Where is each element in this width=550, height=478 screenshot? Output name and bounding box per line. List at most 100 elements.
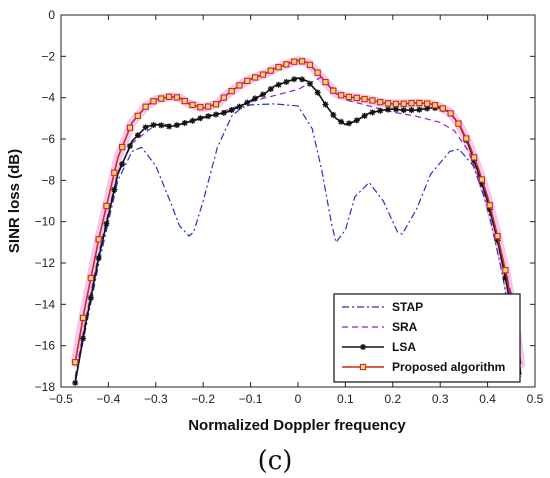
axes-layer: −0.5 −0.4 −0.3 −0.2 −0.1 0 0.1 0.2 0.3 0.4 0.5 −18 −… bbox=[35, 8, 544, 406]
marker-proposed-algorithm bbox=[416, 99, 423, 107]
marker-proposed-algorithm bbox=[87, 274, 95, 282]
marker-lsa bbox=[392, 106, 399, 113]
marker-lsa bbox=[126, 143, 133, 150]
marker-proposed-algorithm bbox=[79, 314, 87, 322]
y-tick-label: −8 bbox=[41, 173, 55, 187]
marker-lsa bbox=[111, 186, 118, 193]
y-tick-label: 0 bbox=[48, 8, 55, 22]
marker-lsa bbox=[173, 122, 180, 129]
marker-proposed-algorithm bbox=[455, 120, 462, 127]
marker-lsa bbox=[416, 106, 423, 113]
marker-proposed-algorithm bbox=[463, 135, 470, 142]
marker-proposed-algorithm bbox=[259, 71, 267, 78]
marker-proposed-algorithm bbox=[306, 61, 313, 69]
marker-proposed-algorithm bbox=[330, 87, 337, 94]
marker-lsa bbox=[385, 106, 392, 113]
legend-label: STAP bbox=[392, 300, 423, 314]
marker-lsa bbox=[408, 107, 415, 114]
marker-lsa bbox=[197, 115, 204, 122]
marker-lsa bbox=[424, 105, 431, 112]
x-tick-label: −0.2 bbox=[191, 392, 215, 406]
marker-lsa bbox=[205, 113, 212, 120]
legend-label: SRA bbox=[392, 320, 418, 334]
legend-label: LSA bbox=[392, 340, 416, 354]
legend-entry-lsa: LSA bbox=[342, 340, 416, 354]
plot-layer bbox=[70, 55, 526, 386]
marker-proposed-algorithm bbox=[142, 103, 149, 110]
legend-marker bbox=[360, 344, 366, 350]
marker-proposed-algorithm bbox=[361, 95, 368, 103]
marker-lsa bbox=[134, 132, 141, 139]
marker-proposed-algorithm bbox=[158, 95, 165, 102]
x-tick-label: 0.5 bbox=[527, 392, 544, 406]
marker-lsa bbox=[119, 161, 126, 168]
marker-proposed-algorithm bbox=[447, 110, 454, 117]
series-proposed-algorithm bbox=[72, 58, 522, 366]
marker-lsa bbox=[189, 117, 196, 124]
marker-lsa bbox=[87, 294, 94, 301]
marker-lsa bbox=[236, 103, 243, 110]
marker-lsa bbox=[80, 335, 87, 342]
marker-lsa bbox=[103, 220, 110, 227]
y-tick-label: −18 bbox=[35, 380, 56, 394]
marker-proposed-algorithm bbox=[236, 82, 243, 89]
marker-proposed-algorithm bbox=[486, 202, 493, 209]
marker-proposed-algorithm bbox=[197, 104, 204, 111]
marker-proposed-algorithm bbox=[267, 67, 274, 74]
marker-proposed-algorithm bbox=[228, 87, 235, 95]
legend: STAP SRA LSA Proposed algorithm bbox=[333, 293, 521, 383]
marker-lsa bbox=[314, 89, 321, 96]
marker-proposed-algorithm bbox=[291, 58, 298, 65]
marker-lsa bbox=[353, 117, 360, 124]
marker-proposed-algorithm bbox=[298, 58, 306, 65]
marker-lsa bbox=[228, 107, 235, 114]
marker-proposed-algorithm bbox=[353, 94, 360, 102]
marker-lsa bbox=[267, 86, 274, 93]
plot-area bbox=[70, 55, 526, 386]
marker-lsa bbox=[72, 379, 79, 386]
marker-proposed-algorithm bbox=[72, 359, 79, 366]
marker-lsa bbox=[212, 111, 219, 118]
marker-proposed-algorithm bbox=[502, 267, 509, 274]
marker-proposed-algorithm bbox=[478, 176, 486, 183]
marker-proposed-algorithm bbox=[189, 101, 196, 109]
marker-lsa bbox=[252, 95, 259, 102]
marker-proposed-algorithm bbox=[283, 61, 290, 68]
figure-caption: (c) bbox=[258, 446, 293, 476]
x-axis-label: Normalized Doppler frequency bbox=[188, 417, 406, 434]
y-tick-label: −10 bbox=[35, 215, 56, 229]
marker-proposed-algorithm bbox=[400, 100, 407, 107]
marker-proposed-algorithm bbox=[408, 100, 415, 107]
marker-lsa bbox=[95, 255, 102, 262]
legend-marker bbox=[359, 363, 367, 371]
marker-proposed-algorithm bbox=[134, 112, 141, 120]
marker-proposed-algorithm bbox=[377, 99, 384, 106]
marker-proposed-algorithm bbox=[470, 154, 478, 161]
marker-proposed-algorithm bbox=[314, 69, 321, 76]
marker-lsa bbox=[283, 78, 290, 85]
marker-lsa bbox=[181, 120, 188, 127]
marker-proposed-algorithm bbox=[95, 236, 102, 243]
marker-proposed-algorithm bbox=[103, 202, 110, 210]
marker-lsa bbox=[150, 122, 157, 129]
marker-lsa bbox=[338, 118, 345, 125]
marker-proposed-algorithm bbox=[392, 100, 400, 108]
y-axis-label: SINR loss (dB) bbox=[6, 149, 23, 253]
legend-entry-sra: SRA bbox=[342, 320, 418, 334]
marker-proposed-algorithm bbox=[322, 78, 329, 86]
marker-lsa bbox=[291, 76, 298, 83]
series-lsa bbox=[72, 76, 522, 386]
y-tick-label: −4 bbox=[41, 91, 55, 105]
marker-proposed-algorithm bbox=[369, 97, 376, 104]
marker-lsa bbox=[299, 76, 306, 83]
y-tick-label: −12 bbox=[35, 256, 56, 270]
marker-proposed-algorithm bbox=[424, 100, 431, 107]
marker-lsa bbox=[330, 111, 337, 118]
marker-proposed-algorithm bbox=[251, 74, 259, 81]
marker-proposed-algorithm bbox=[212, 101, 220, 108]
marker-proposed-algorithm bbox=[244, 77, 251, 85]
legend-entry-stap: STAP bbox=[342, 300, 423, 314]
marker-proposed-algorithm bbox=[165, 93, 173, 100]
x-tick-label: 0.2 bbox=[384, 392, 401, 406]
